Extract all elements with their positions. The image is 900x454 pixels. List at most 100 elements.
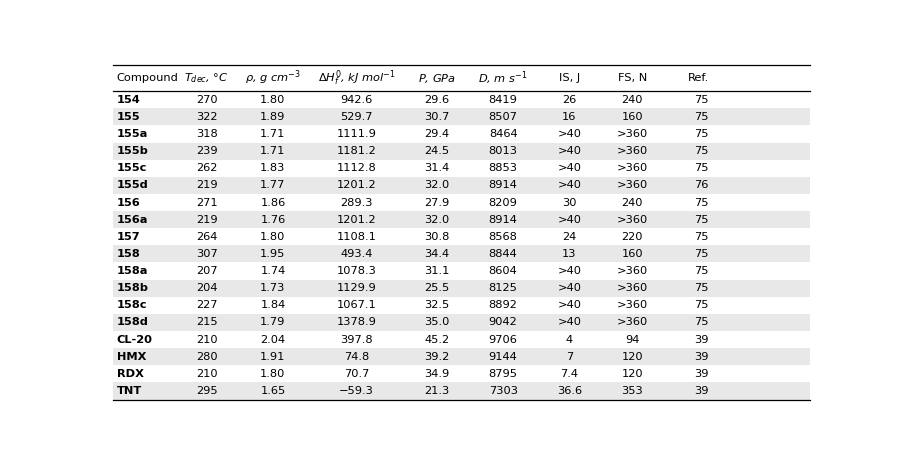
- Text: 1112.8: 1112.8: [337, 163, 376, 173]
- Text: 318: 318: [196, 129, 218, 139]
- Text: 8507: 8507: [489, 112, 518, 122]
- Text: 34.9: 34.9: [424, 369, 449, 379]
- Text: >40: >40: [557, 283, 581, 293]
- FancyBboxPatch shape: [112, 245, 810, 262]
- Text: 307: 307: [196, 249, 218, 259]
- Text: $P$, GPa: $P$, GPa: [418, 72, 455, 84]
- Text: 1129.9: 1129.9: [337, 283, 376, 293]
- Text: 270: 270: [196, 95, 218, 105]
- Text: 220: 220: [621, 232, 643, 242]
- Text: 1.76: 1.76: [260, 215, 285, 225]
- Text: 9042: 9042: [489, 317, 518, 327]
- Text: >360: >360: [616, 180, 648, 190]
- Text: 1.95: 1.95: [260, 249, 285, 259]
- Text: 1.80: 1.80: [260, 95, 285, 105]
- Text: 8914: 8914: [489, 180, 518, 190]
- Text: Compound: Compound: [117, 73, 178, 83]
- Text: 210: 210: [196, 369, 218, 379]
- Text: 39: 39: [695, 386, 709, 396]
- Text: 1201.2: 1201.2: [337, 215, 376, 225]
- Text: 207: 207: [196, 266, 218, 276]
- Text: 155: 155: [117, 112, 140, 122]
- Text: 8853: 8853: [489, 163, 518, 173]
- Text: 4: 4: [566, 335, 573, 345]
- Text: >360: >360: [616, 266, 648, 276]
- FancyBboxPatch shape: [112, 348, 810, 365]
- Text: 35.0: 35.0: [424, 317, 449, 327]
- Text: 76: 76: [695, 180, 709, 190]
- Text: 8892: 8892: [489, 300, 518, 310]
- Text: 1.80: 1.80: [260, 232, 285, 242]
- Text: Ref.: Ref.: [688, 73, 709, 83]
- Text: 75: 75: [695, 112, 709, 122]
- Text: 240: 240: [621, 95, 643, 105]
- Text: 280: 280: [196, 352, 218, 362]
- Text: 94: 94: [625, 335, 639, 345]
- Text: 219: 219: [196, 180, 218, 190]
- Text: 1.65: 1.65: [260, 386, 285, 396]
- Text: 24: 24: [562, 232, 577, 242]
- Text: 264: 264: [196, 232, 218, 242]
- Text: $D$, m s$^{-1}$: $D$, m s$^{-1}$: [478, 69, 528, 87]
- Text: 262: 262: [196, 163, 218, 173]
- FancyBboxPatch shape: [112, 314, 810, 331]
- Text: 155c: 155c: [117, 163, 147, 173]
- Text: $T_\mathregular{dec}$, °C: $T_\mathregular{dec}$, °C: [184, 71, 229, 85]
- Text: >40: >40: [557, 163, 581, 173]
- Text: 158a: 158a: [117, 266, 148, 276]
- Text: 8795: 8795: [489, 369, 518, 379]
- Text: 30: 30: [562, 197, 577, 207]
- Text: 36.6: 36.6: [557, 386, 582, 396]
- Text: 39: 39: [695, 369, 709, 379]
- Text: 529.7: 529.7: [340, 112, 373, 122]
- Text: 29.4: 29.4: [424, 129, 449, 139]
- Text: 1.83: 1.83: [260, 163, 285, 173]
- FancyBboxPatch shape: [112, 177, 810, 194]
- Text: 8013: 8013: [489, 146, 518, 156]
- Text: >40: >40: [557, 266, 581, 276]
- Text: 289.3: 289.3: [340, 197, 373, 207]
- Text: 271: 271: [196, 197, 218, 207]
- Text: TNT: TNT: [117, 386, 142, 396]
- Text: 39: 39: [695, 352, 709, 362]
- Text: 215: 215: [196, 317, 218, 327]
- Text: 8464: 8464: [489, 129, 518, 139]
- Text: 75: 75: [695, 232, 709, 242]
- Text: 1108.1: 1108.1: [337, 232, 376, 242]
- Text: >360: >360: [616, 163, 648, 173]
- Text: 156a: 156a: [117, 215, 148, 225]
- Text: 75: 75: [695, 129, 709, 139]
- Text: 158: 158: [117, 249, 140, 259]
- Text: >360: >360: [616, 283, 648, 293]
- Text: 7303: 7303: [489, 386, 518, 396]
- Text: 30.7: 30.7: [424, 112, 449, 122]
- Text: 156: 156: [117, 197, 140, 207]
- Text: 155a: 155a: [117, 129, 148, 139]
- Text: 1.89: 1.89: [260, 112, 285, 122]
- Text: 21.3: 21.3: [424, 386, 449, 396]
- Text: 160: 160: [621, 112, 643, 122]
- Text: 27.9: 27.9: [424, 197, 449, 207]
- Text: 1.74: 1.74: [260, 266, 285, 276]
- Text: 227: 227: [196, 300, 218, 310]
- Text: 158b: 158b: [117, 283, 148, 293]
- Text: 1.84: 1.84: [260, 300, 285, 310]
- Text: 1378.9: 1378.9: [337, 317, 376, 327]
- Text: 70.7: 70.7: [344, 369, 369, 379]
- Text: >360: >360: [616, 146, 648, 156]
- Text: $\rho$, g cm$^{-3}$: $\rho$, g cm$^{-3}$: [245, 69, 301, 87]
- Text: 32.0: 32.0: [424, 215, 449, 225]
- Text: 1.71: 1.71: [260, 146, 285, 156]
- Text: 210: 210: [196, 335, 218, 345]
- Text: >40: >40: [557, 129, 581, 139]
- Text: 7.4: 7.4: [561, 369, 579, 379]
- Text: 493.4: 493.4: [340, 249, 373, 259]
- Text: 13: 13: [562, 249, 577, 259]
- Text: 353: 353: [621, 386, 643, 396]
- Text: 239: 239: [196, 146, 218, 156]
- Text: 1.91: 1.91: [260, 352, 285, 362]
- FancyBboxPatch shape: [112, 280, 810, 297]
- Text: 75: 75: [695, 163, 709, 173]
- Text: 8844: 8844: [489, 249, 518, 259]
- Text: 158d: 158d: [117, 317, 148, 327]
